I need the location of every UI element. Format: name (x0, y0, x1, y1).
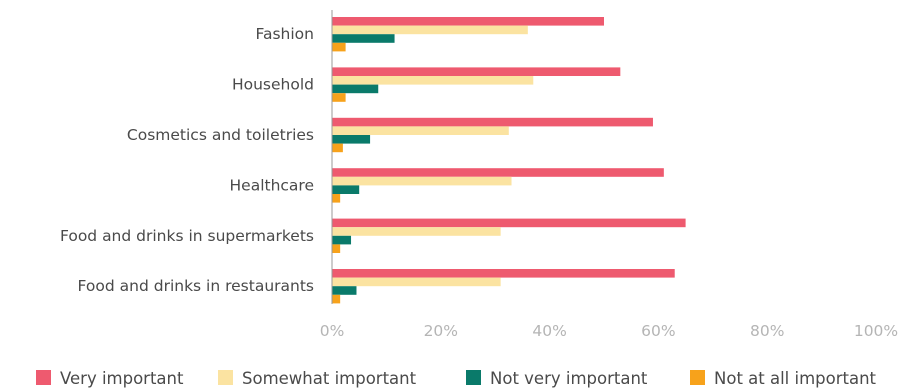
bar-food-and-drinks-in-supermarkets-very-important (332, 218, 686, 228)
bar-household-somewhat-important (332, 76, 534, 85)
legend-swatch-not-very-important (466, 370, 481, 385)
bar-healthcare-not-at-all-important (332, 194, 341, 203)
x-tick-label-0: 0% (320, 322, 345, 340)
bar-cosmetics-and-toiletries-very-important (332, 117, 653, 127)
bar-healthcare-not-very-important (332, 185, 360, 194)
category-labels: Fashion Household Cosmetics and toiletries… (60, 25, 314, 295)
bar-fashion-not-very-important (332, 34, 395, 43)
bar-cosmetics-and-toiletries-not-at-all-important (332, 143, 343, 153)
legend-swatch-very-important (36, 370, 51, 385)
bar-food-and-drinks-in-restaurants-not-very-important (332, 286, 357, 295)
bar-food-and-drinks-in-supermarkets-somewhat-important (332, 227, 501, 236)
x-tick-label-4: 80% (750, 322, 784, 340)
bar-food-and-drinks-in-restaurants-not-at-all-important (332, 294, 341, 304)
bar-fashion-somewhat-important (332, 25, 528, 35)
legend-swatch-not-at-all-important (690, 370, 705, 385)
legend-label-not-very-important: Not very important (490, 369, 648, 388)
category-label-healthcare: Healthcare (230, 176, 315, 194)
bar-cosmetics-and-toiletries-somewhat-important (332, 126, 509, 135)
bar-food-and-drinks-in-restaurants-very-important (332, 269, 675, 278)
bar-food-and-drinks-in-supermarkets-not-at-all-important (332, 244, 341, 253)
bar-fashion-not-at-all-important (332, 42, 346, 52)
bar-cosmetics-and-toiletries-not-very-important (332, 135, 371, 144)
legend-swatch-somewhat-important (218, 370, 233, 385)
bars-layer (332, 17, 686, 304)
x-axis-ticks: 0% 20% 40% 60% 80% 100% (320, 322, 898, 340)
category-label-food-and-drinks-in-restaurants: Food and drinks in restaurants (78, 277, 314, 295)
category-label-food-and-drinks-in-supermarkets: Food and drinks in supermarkets (60, 227, 314, 245)
bar-food-and-drinks-in-restaurants-somewhat-important (332, 277, 501, 287)
x-tick-label-3: 60% (641, 322, 675, 340)
bar-household-very-important (332, 67, 621, 76)
bar-fashion-very-important (332, 17, 604, 26)
bar-healthcare-very-important (332, 168, 664, 177)
category-label-fashion: Fashion (255, 25, 314, 43)
x-tick-label-2: 40% (532, 322, 566, 340)
bar-food-and-drinks-in-supermarkets-not-very-important (332, 235, 352, 245)
legend: Very important Somewhat important Not very… (36, 369, 877, 388)
x-tick-label-5: 100% (854, 322, 898, 340)
legend-label-very-important: Very important (60, 369, 184, 388)
category-label-cosmetics-and-toiletries: Cosmetics and toiletries (127, 126, 314, 144)
bar-household-not-at-all-important (332, 93, 346, 102)
x-tick-label-1: 20% (424, 322, 458, 340)
bar-healthcare-somewhat-important (332, 176, 512, 186)
legend-label-somewhat-important: Somewhat important (242, 369, 417, 388)
legend-label-not-at-all-important: Not at all important (714, 369, 877, 388)
bar-household-not-very-important (332, 84, 379, 94)
category-label-household: Household (232, 76, 314, 94)
